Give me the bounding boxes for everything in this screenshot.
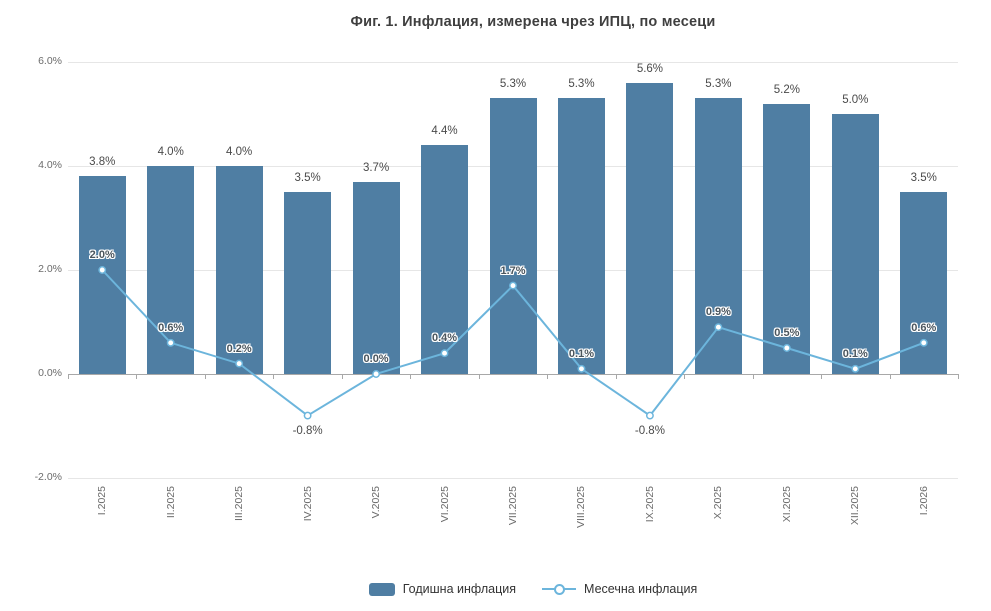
x-axis-tick xyxy=(410,374,412,379)
legend: Годишна инфлация Месечна инфлация xyxy=(80,582,986,596)
bar-value-label: 4.0% xyxy=(157,146,184,158)
x-axis-label: VII.2025 xyxy=(507,486,519,526)
line-value-label: 0.0% xyxy=(363,353,389,365)
x-axis-label: X.2025 xyxy=(712,486,725,520)
bar-value-label: 5.3% xyxy=(499,78,527,91)
line-point[interactable] xyxy=(714,323,723,332)
bar-value-label: 3.5% xyxy=(910,172,937,184)
line-point[interactable] xyxy=(166,338,175,347)
line-value-label: -0.8% xyxy=(292,424,323,437)
line-point[interactable] xyxy=(919,338,928,347)
y-axis-label: 2.0% xyxy=(38,263,62,275)
legend-item-annual[interactable]: Годишна инфлация xyxy=(368,582,517,596)
bar-annual-inflation[interactable] xyxy=(352,181,400,374)
bar-value-label: 4.4% xyxy=(431,125,458,138)
x-axis-tick xyxy=(958,374,959,379)
line-point[interactable] xyxy=(98,266,107,274)
line-value-label: 0.6% xyxy=(911,321,937,334)
bar-value-label: 5.3% xyxy=(705,78,732,91)
grid-line xyxy=(68,478,958,479)
x-axis-tick xyxy=(821,374,823,379)
line-point[interactable] xyxy=(235,359,244,368)
bar-annual-inflation[interactable] xyxy=(831,114,879,374)
x-axis-tick xyxy=(204,374,206,379)
x-axis-label: IX.2025 xyxy=(643,486,656,523)
x-axis-tick xyxy=(889,374,891,379)
bar-annual-inflation[interactable] xyxy=(626,82,674,374)
line-point[interactable] xyxy=(440,349,449,358)
x-axis-label: XI.2025 xyxy=(780,486,793,523)
line-point[interactable] xyxy=(645,411,654,420)
x-axis-tick xyxy=(68,374,69,379)
line-point[interactable] xyxy=(509,281,517,290)
y-axis-label: 0.0% xyxy=(38,367,62,379)
x-axis-label: I.2025 xyxy=(96,486,109,516)
bar-swatch-icon xyxy=(368,582,395,596)
x-axis-label: XII.2025 xyxy=(849,486,862,526)
chart-title: Фиг. 1. Инфлация, измерена чрез ИПЦ, по … xyxy=(350,14,716,30)
bar-value-label: 4.0% xyxy=(226,146,253,158)
line-value-label: 0.1% xyxy=(842,347,868,360)
line-value-label: 0.2% xyxy=(226,342,252,355)
line-value-label: 0.6% xyxy=(158,321,184,334)
grid-line xyxy=(68,62,958,63)
x-axis-tick xyxy=(615,374,617,379)
x-axis-tick xyxy=(684,374,686,379)
x-axis-label: III.2025 xyxy=(233,486,246,522)
line-point[interactable] xyxy=(851,364,860,373)
bar-value-label: 3.8% xyxy=(89,156,116,169)
x-axis-label: I.2026 xyxy=(917,486,930,516)
bar-value-label: 5.3% xyxy=(568,78,595,91)
line-point[interactable] xyxy=(372,370,381,378)
x-axis-tick xyxy=(273,374,275,379)
bar-annual-inflation[interactable] xyxy=(421,145,469,374)
bar-annual-inflation[interactable] xyxy=(284,192,332,374)
line-point[interactable] xyxy=(782,344,791,352)
legend-monthly-label: Месечна инфлация xyxy=(584,582,698,596)
x-axis-label: VIII.2025 xyxy=(575,486,588,529)
x-axis-label: IV.2025 xyxy=(301,486,314,522)
y-axis-label: -2.0% xyxy=(34,471,62,483)
line-value-label: 0.1% xyxy=(568,347,594,360)
line-value-label: 0.9% xyxy=(705,306,731,319)
line-value-label: 0.5% xyxy=(774,327,800,339)
x-axis-tick xyxy=(478,374,480,379)
bar-value-label: 5.0% xyxy=(842,94,869,106)
bar-value-label: 5.2% xyxy=(773,83,800,96)
y-axis-label: 4.0% xyxy=(38,159,62,171)
line-point[interactable] xyxy=(303,411,312,420)
bar-annual-inflation[interactable] xyxy=(489,98,537,374)
bar-annual-inflation[interactable] xyxy=(763,103,811,374)
bar-value-label: 3.5% xyxy=(294,172,321,184)
x-axis-label: VI.2025 xyxy=(438,486,451,523)
x-axis-tick xyxy=(547,374,549,379)
legend-item-monthly[interactable]: Месечна инфлация xyxy=(542,582,697,596)
line-value-label: 0.4% xyxy=(431,332,458,345)
x-axis-label: II.2025 xyxy=(164,486,177,519)
x-axis-line xyxy=(68,374,958,375)
bar-value-label: 5.6% xyxy=(636,62,664,75)
line-point[interactable] xyxy=(577,364,586,373)
line-marker-icon xyxy=(542,582,577,596)
bar-annual-inflation[interactable] xyxy=(215,166,263,374)
line-value-label: 1.7% xyxy=(500,264,526,277)
x-axis-tick xyxy=(136,374,138,379)
bar-value-label: 3.7% xyxy=(362,161,390,174)
legend-annual-label: Годишна инфлация xyxy=(402,582,517,596)
bar-annual-inflation[interactable] xyxy=(557,98,605,374)
x-axis-tick xyxy=(752,374,754,379)
x-axis-label: V.2025 xyxy=(370,486,383,519)
bar-annual-inflation[interactable] xyxy=(78,176,126,374)
x-axis-tick xyxy=(341,374,343,379)
line-value-label: 2.0% xyxy=(89,249,115,261)
y-axis-label: 6.0% xyxy=(38,55,62,67)
line-value-label: -0.8% xyxy=(634,424,665,437)
